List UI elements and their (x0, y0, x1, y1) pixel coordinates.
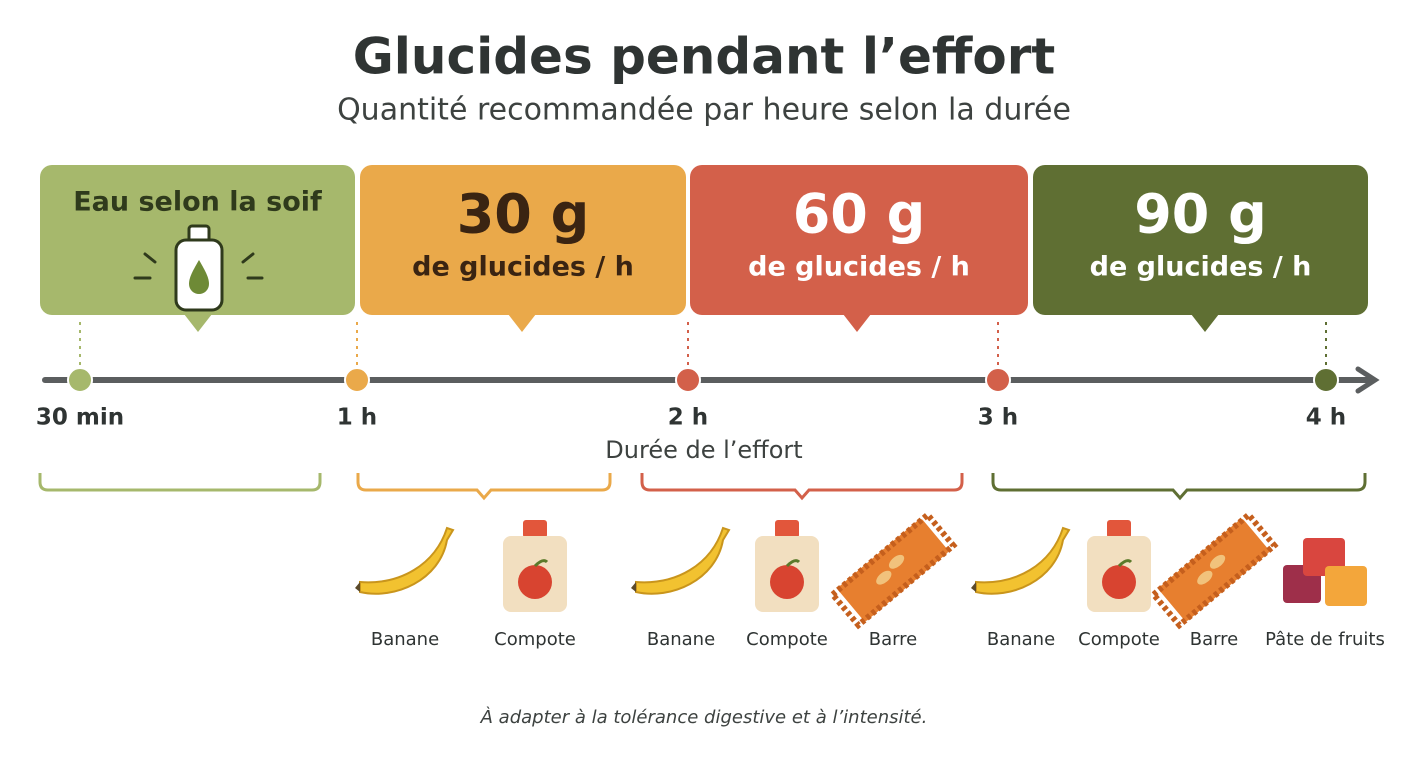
tick-dot (985, 367, 1011, 393)
water-bottle (133, 224, 264, 312)
food-label: Banane (371, 629, 439, 650)
title: Glucides pendant l’effort (353, 28, 1056, 86)
food-icon (503, 520, 567, 612)
footnote: À adapter à la tolérance digestive et à … (480, 706, 928, 728)
food-icon (1283, 538, 1367, 606)
card-amount: 30 g (457, 183, 590, 246)
food-label: Compote (746, 629, 828, 650)
food-icon (971, 526, 1071, 595)
food-label: Compote (494, 629, 576, 650)
apple-leaf (785, 559, 801, 568)
food-icon (1087, 520, 1151, 612)
bar-wrapper (1158, 519, 1270, 621)
subtitle: Quantité recommandée par heure selon la … (337, 93, 1071, 128)
tick-label: 30 min (36, 405, 124, 431)
bar-ends (1149, 510, 1279, 630)
card-label: Eau selon la soif (73, 187, 322, 218)
tick-label: 1 h (337, 405, 377, 431)
water-drop (189, 260, 209, 294)
food-label: Banane (987, 629, 1055, 650)
card-unit: de glucides / h (1090, 252, 1312, 283)
card-amount: 60 g (793, 183, 926, 246)
banana-icon (359, 526, 455, 595)
apple-icon (1102, 565, 1136, 599)
food-icon (1149, 510, 1279, 630)
card (360, 165, 686, 315)
food-label: Banane (647, 629, 715, 650)
food-label: Pâte de fruits (1265, 629, 1385, 650)
oat (876, 570, 892, 585)
card-unit: de glucides / h (412, 252, 634, 283)
oat (1197, 570, 1213, 585)
pouch-cap (1107, 520, 1131, 538)
oat (888, 554, 905, 569)
bracket (640, 473, 964, 501)
banana-icon (975, 526, 1071, 595)
card-pointer (843, 314, 871, 332)
banana-tip (355, 582, 360, 592)
card-unit: de glucides / h (748, 252, 970, 283)
bracket (38, 473, 322, 492)
food-icon (755, 520, 819, 612)
bracket (991, 473, 1367, 501)
tick-dot (344, 367, 370, 393)
card-pointer (184, 314, 212, 332)
bar-wrapper (837, 519, 949, 621)
food-label: Barre (869, 629, 918, 650)
pouch-cap (523, 520, 547, 538)
axis-label: Durée de l’effort (605, 436, 802, 464)
card-amount: 90 g (1134, 183, 1267, 246)
tick-label: 4 h (1306, 405, 1346, 431)
oat (1209, 554, 1226, 569)
apple-icon (518, 565, 552, 599)
tick-dot (1313, 367, 1339, 393)
food-label: Barre (1190, 629, 1239, 650)
bar-ends (828, 510, 958, 630)
shine-lines (133, 252, 264, 280)
tick-label: 3 h (978, 405, 1018, 431)
food-icon (631, 526, 731, 595)
tick-label: 2 h (668, 405, 708, 431)
banana-tip (631, 582, 636, 592)
jelly-cube (1325, 566, 1367, 606)
banana-tip (971, 582, 976, 592)
card-pointer (1191, 314, 1219, 332)
tick-dot (675, 367, 701, 393)
food-label: Compote (1078, 629, 1160, 650)
card (690, 165, 1028, 315)
bracket (356, 473, 612, 501)
food-icon (355, 526, 455, 595)
tick-dot (67, 367, 93, 393)
card-pointer (508, 314, 536, 332)
apple-leaf (533, 559, 549, 568)
food-icon (828, 510, 958, 630)
bar-icon (1149, 510, 1279, 630)
timeline-arrow (1355, 366, 1380, 394)
banana-icon (635, 526, 731, 595)
bar-icon (828, 510, 958, 630)
apple-leaf (1117, 559, 1133, 568)
pouch-cap (775, 520, 799, 538)
apple-icon (770, 565, 804, 599)
card (1033, 165, 1368, 315)
